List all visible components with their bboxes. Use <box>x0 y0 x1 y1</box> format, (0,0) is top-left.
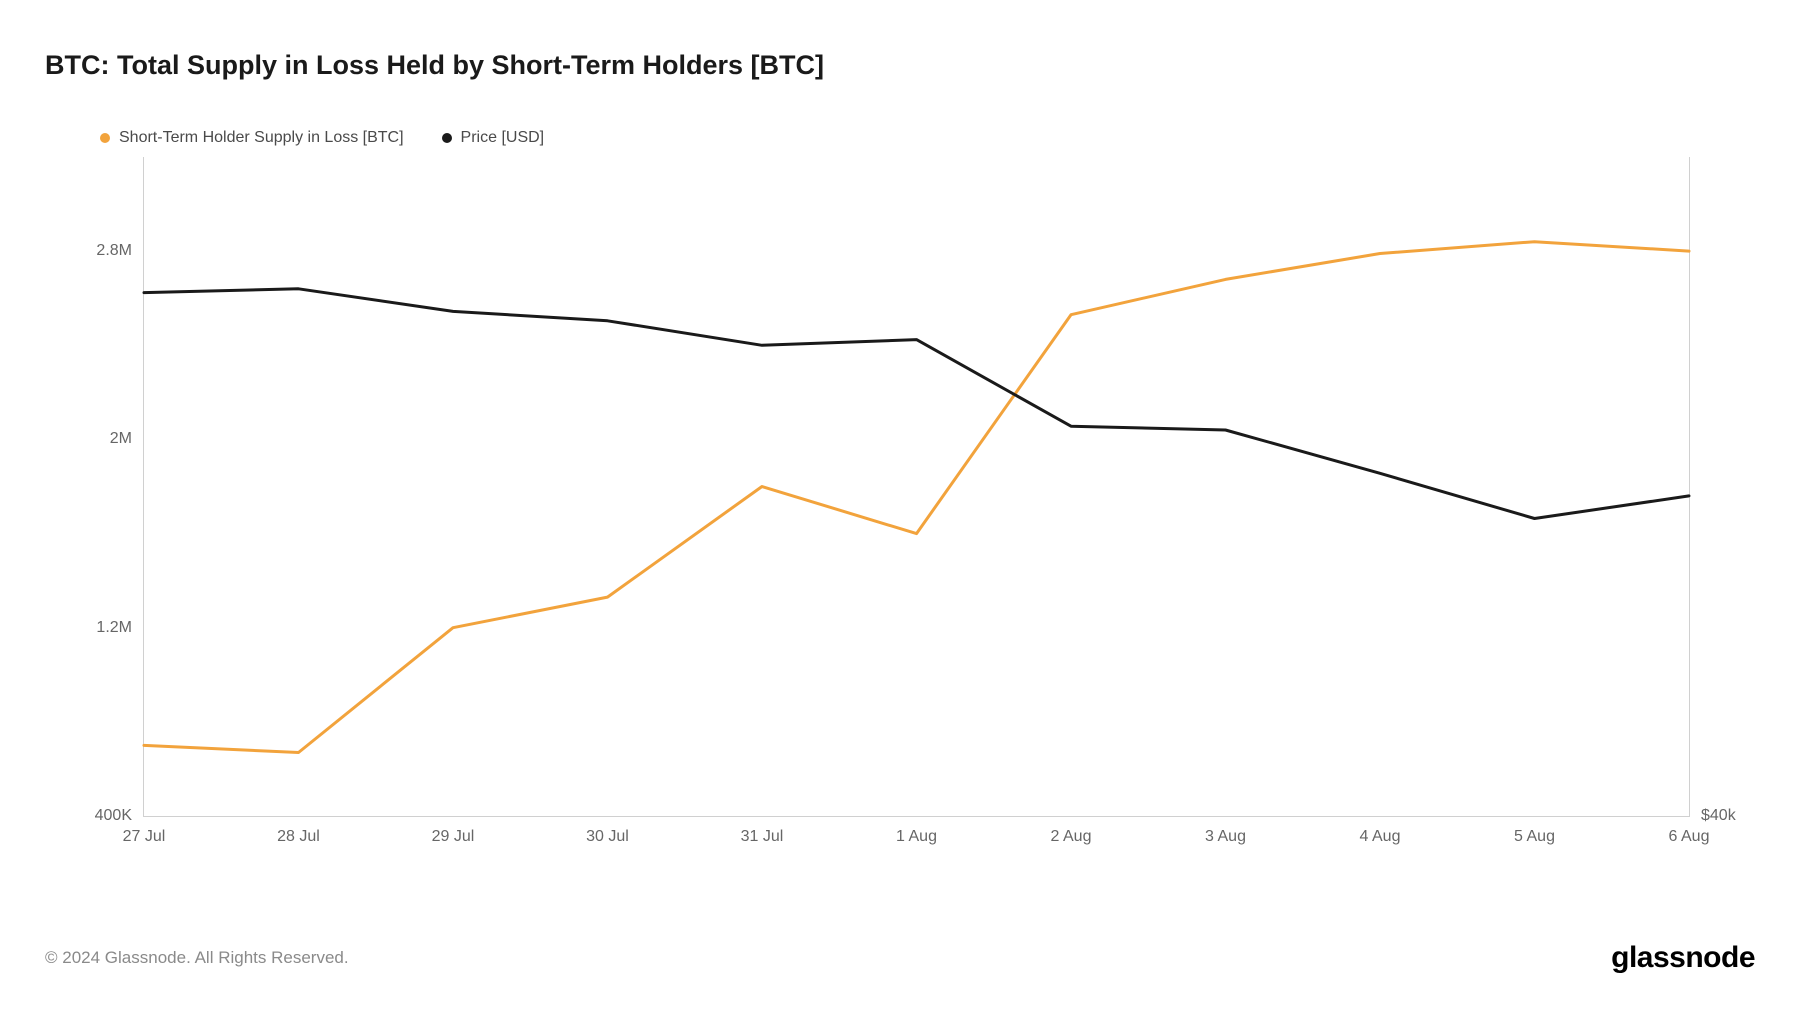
legend: Short-Term Holder Supply in Loss [BTC] P… <box>100 129 1755 147</box>
x-tick: 27 Jul <box>123 816 166 846</box>
plot-area: 400K1.2M2M2.8M$40k27 Jul28 Jul29 Jul30 J… <box>143 157 1690 817</box>
x-tick: 3 Aug <box>1205 816 1246 846</box>
legend-item-supply: Short-Term Holder Supply in Loss [BTC] <box>100 129 404 147</box>
x-tick: 5 Aug <box>1514 816 1555 846</box>
y-left-tick: 2M <box>110 430 144 448</box>
brand-logo: glassnode <box>1611 941 1755 975</box>
x-tick: 2 Aug <box>1051 816 1092 846</box>
chart-container: BTC: Total Supply in Loss Held by Short-… <box>0 0 1800 1013</box>
x-tick: 30 Jul <box>586 816 629 846</box>
chart-title: BTC: Total Supply in Loss Held by Short-… <box>45 50 1755 81</box>
x-tick: 29 Jul <box>432 816 475 846</box>
x-tick: 28 Jul <box>277 816 320 846</box>
chart-area: 400K1.2M2M2.8M$40k27 Jul28 Jul29 Jul30 J… <box>45 157 1755 857</box>
legend-item-price: Price [USD] <box>442 129 545 147</box>
y-left-tick: 1.2M <box>96 619 144 637</box>
footer: © 2024 Glassnode. All Rights Reserved. g… <box>45 941 1755 975</box>
y-left-tick: 2.8M <box>96 242 144 260</box>
x-tick: 1 Aug <box>896 816 937 846</box>
x-tick: 31 Jul <box>741 816 784 846</box>
x-tick: 6 Aug <box>1669 816 1710 846</box>
x-tick: 4 Aug <box>1360 816 1401 846</box>
legend-label-supply: Short-Term Holder Supply in Loss [BTC] <box>119 129 404 147</box>
plot-svg <box>144 157 1689 816</box>
legend-marker-black <box>442 133 452 143</box>
legend-marker-orange <box>100 133 110 143</box>
legend-label-price: Price [USD] <box>461 129 545 147</box>
copyright-text: © 2024 Glassnode. All Rights Reserved. <box>45 948 349 968</box>
